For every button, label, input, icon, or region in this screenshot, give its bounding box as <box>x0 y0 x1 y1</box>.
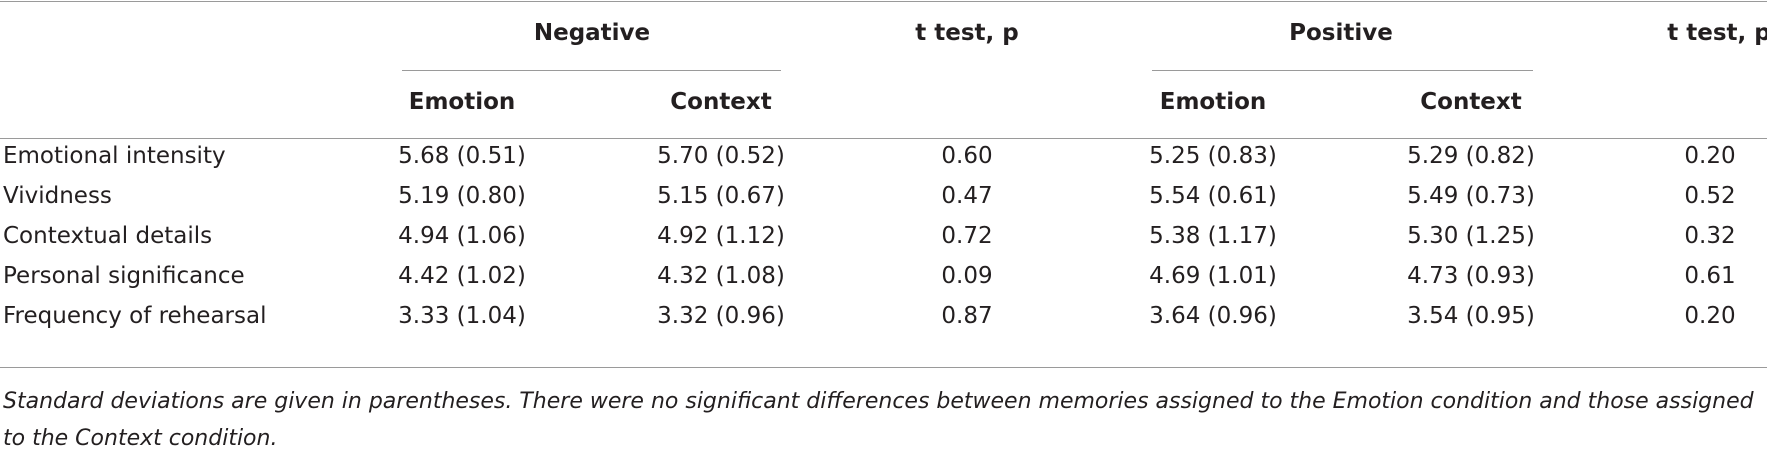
cell: 0.61 <box>1684 263 1736 289</box>
group-header: Positive <box>1289 20 1393 46</box>
row-label: Vividness <box>3 183 112 209</box>
cell: 5.54 (0.61) <box>1149 183 1277 209</box>
top-rule <box>0 1 1767 2</box>
cell: 5.38 (1.17) <box>1149 223 1277 249</box>
cell: 0.52 <box>1684 183 1736 209</box>
cell: 5.15 (0.67) <box>657 183 785 209</box>
cell: 5.19 (0.80) <box>398 183 526 209</box>
bottom-rule <box>0 367 1767 368</box>
cell: 0.20 <box>1684 143 1736 169</box>
footnote: Standard deviations are given in parenth… <box>3 389 1754 449</box>
cell: 5.29 (0.82) <box>1407 143 1535 169</box>
cell: 0.60 <box>941 143 993 169</box>
cell: 5.70 (0.52) <box>657 143 785 169</box>
cell: 5.25 (0.83) <box>1149 143 1277 169</box>
cell: 3.54 (0.95) <box>1407 303 1535 329</box>
group-rule <box>402 70 781 71</box>
column-header: Context <box>1420 89 1522 115</box>
cell: 3.33 (1.04) <box>398 303 526 329</box>
row-label: Frequency of rehearsal <box>3 303 267 329</box>
cell: 4.32 (1.08) <box>657 263 785 289</box>
cell: 0.72 <box>941 223 993 249</box>
cell: 4.92 (1.12) <box>657 223 785 249</box>
cell: 4.42 (1.02) <box>398 263 526 289</box>
cell: 0.47 <box>941 183 993 209</box>
header-rule <box>0 138 1767 139</box>
cell: 0.87 <box>941 303 993 329</box>
row-label: Personal significance <box>3 263 245 289</box>
group-header: t test, p <box>1667 20 1767 46</box>
cell: 5.30 (1.25) <box>1407 223 1535 249</box>
cell: 4.73 (0.93) <box>1407 263 1535 289</box>
column-header: Emotion <box>1159 89 1267 115</box>
row-label: Emotional intensity <box>3 143 226 169</box>
row-label: Contextual details <box>3 223 213 249</box>
cell: 3.64 (0.96) <box>1149 303 1277 329</box>
group-header: Negative <box>533 20 651 46</box>
group-rule <box>1152 70 1533 71</box>
cell: 0.32 <box>1684 223 1736 249</box>
cell: 5.49 (0.73) <box>1407 183 1535 209</box>
cell: 0.09 <box>941 263 993 289</box>
cell: 4.69 (1.01) <box>1149 263 1277 289</box>
cell: 4.94 (1.06) <box>398 223 526 249</box>
column-header: Emotion <box>408 89 516 115</box>
cell: 5.68 (0.51) <box>398 143 526 169</box>
group-header: t test, p <box>915 20 1019 46</box>
column-header: Context <box>670 89 772 115</box>
cell: 0.20 <box>1684 303 1736 329</box>
cell: 3.32 (0.96) <box>657 303 785 329</box>
